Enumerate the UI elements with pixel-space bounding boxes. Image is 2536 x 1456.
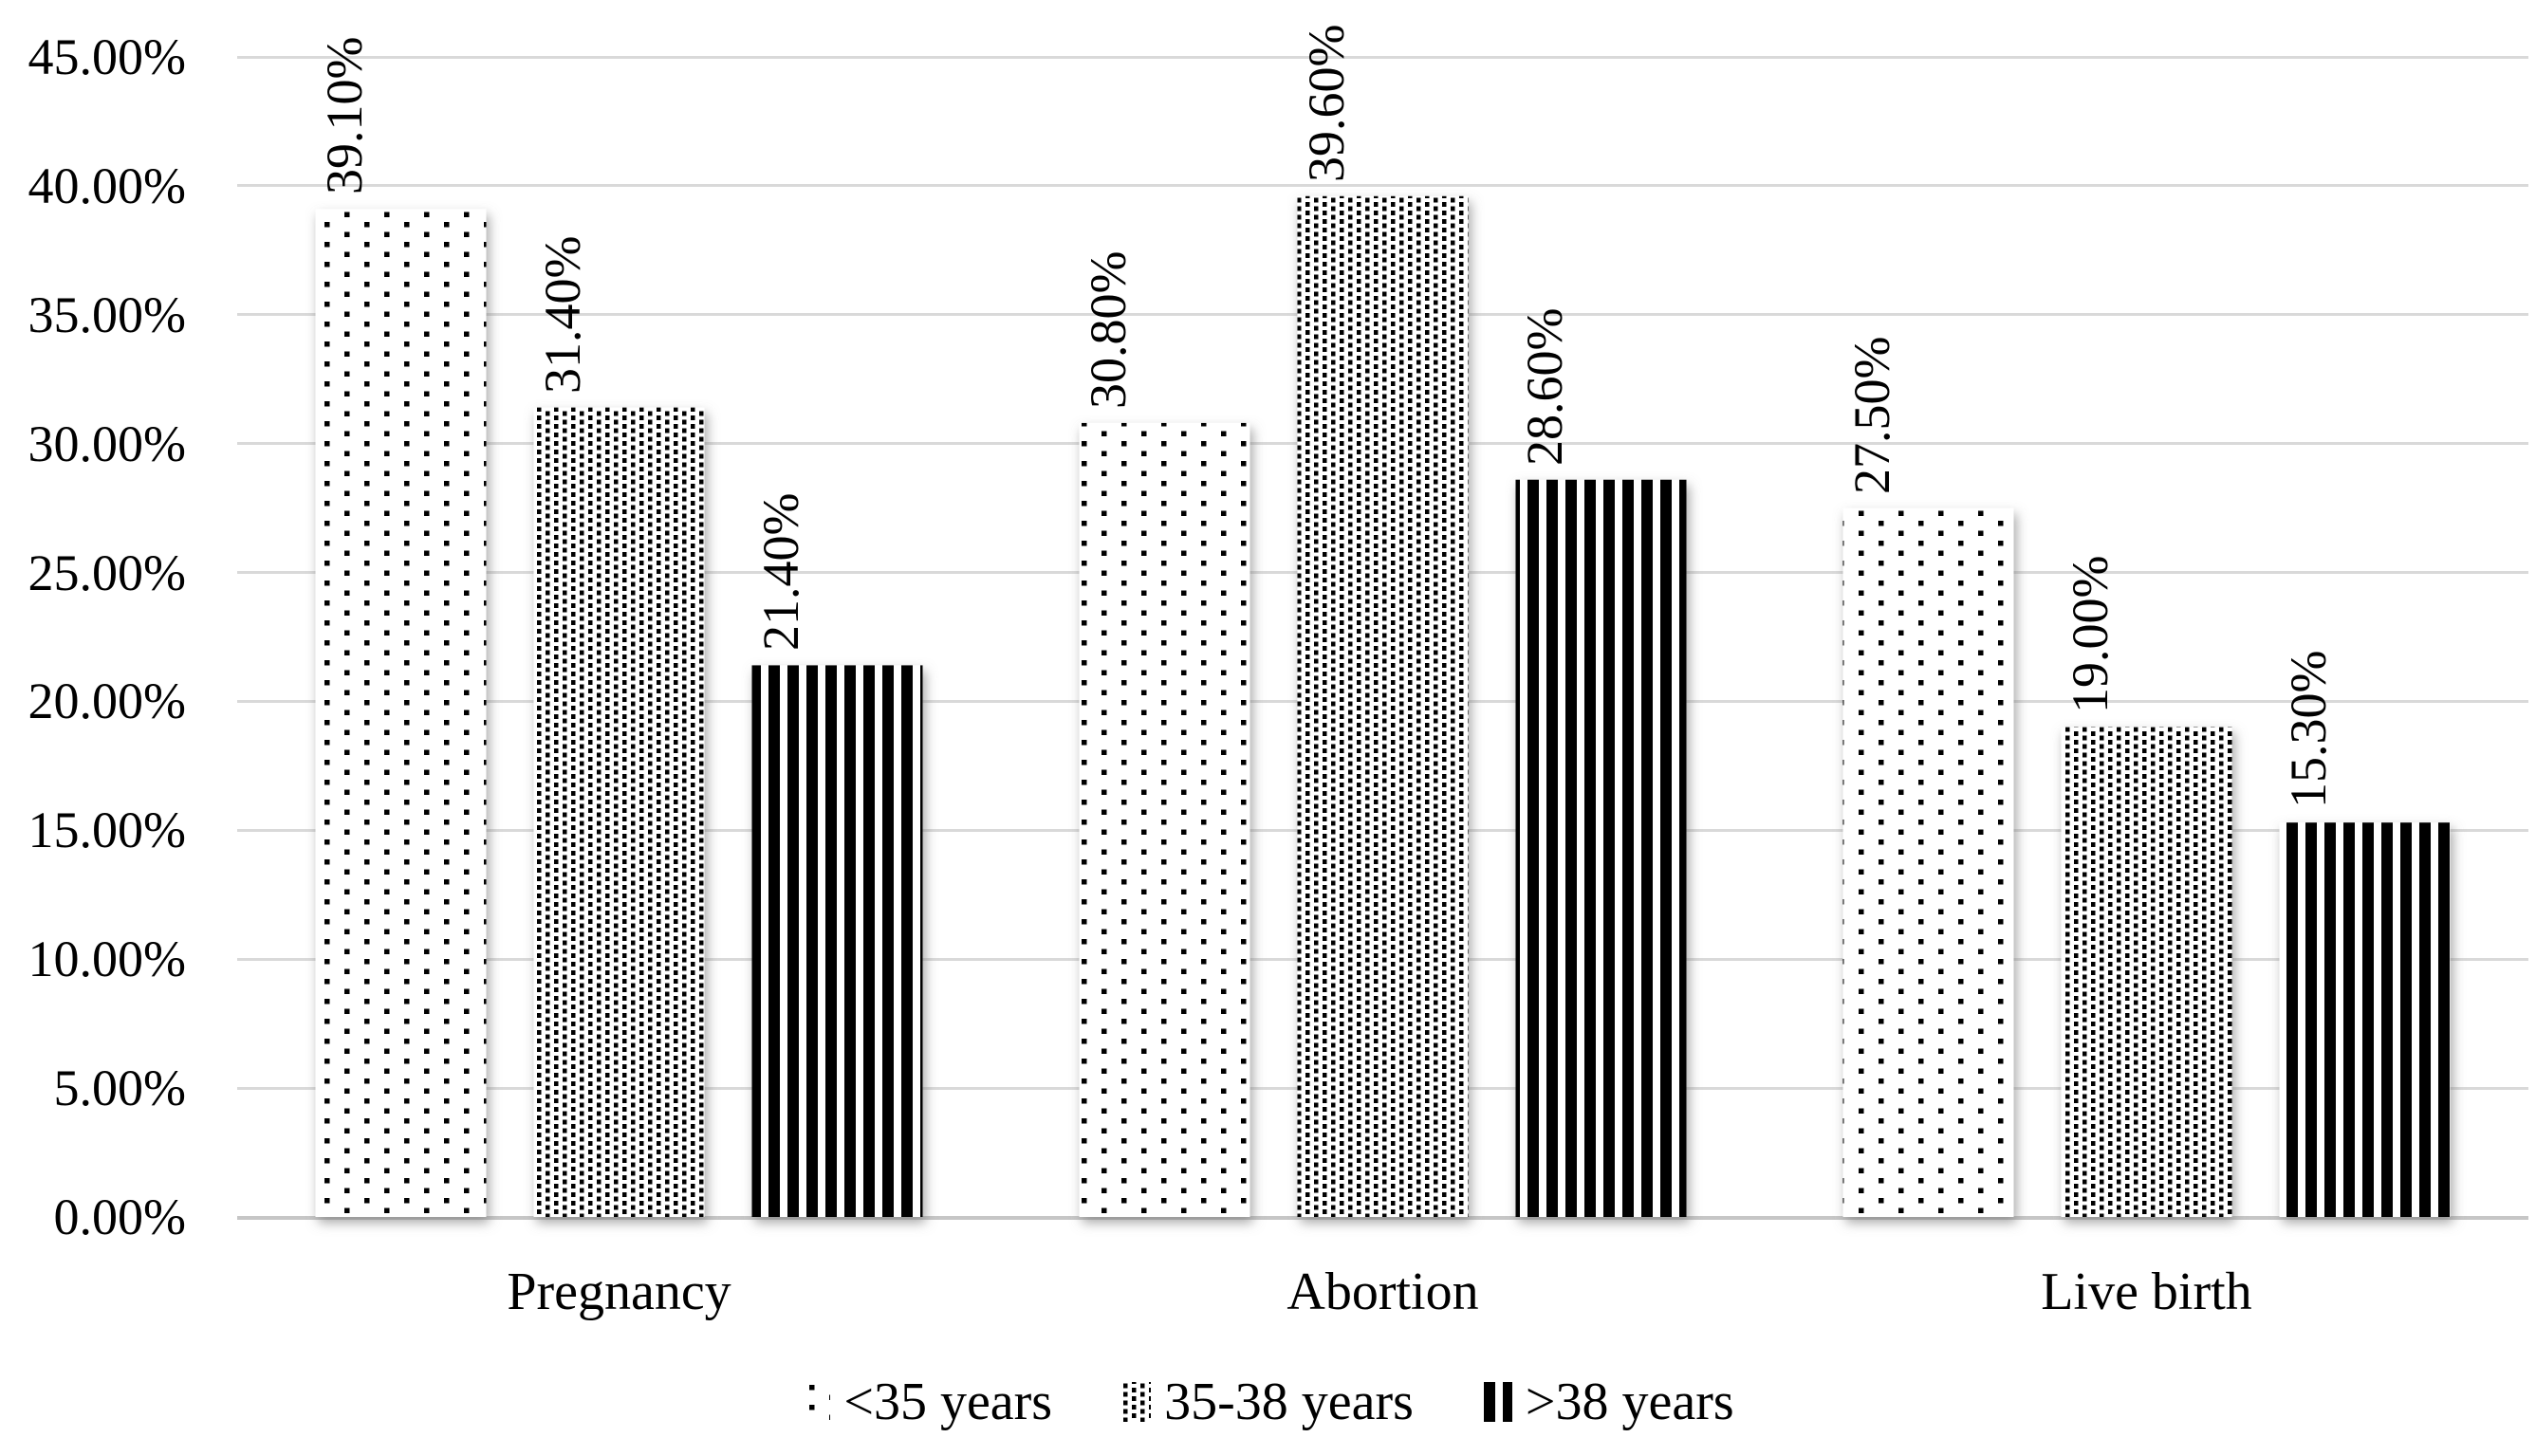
y-axis-tick-label: 5.00% [53, 1060, 186, 1117]
bar-value-label: 19.00% [2061, 555, 2119, 713]
gridline-0 [237, 1215, 2528, 1220]
x-axis-category-label: Pregnancy [507, 1262, 731, 1321]
bar-value-label: 39.60% [1297, 24, 1355, 182]
y-axis-tick-label: 15.00% [28, 802, 186, 859]
legend: <35 years 35-38 years >38 years [0, 1372, 2536, 1432]
y-axis-tick-label: 35.00% [28, 286, 186, 343]
y-axis-tick-label: 30.00% [28, 415, 186, 472]
bar-abortion-s0 [1079, 422, 1250, 1217]
gridline-45 [237, 55, 2528, 59]
bar-value-label: 27.50% [1842, 336, 1900, 494]
legend-item-2: >38 years [1483, 1372, 1734, 1432]
bar-pregnancy-s2 [751, 665, 923, 1217]
y-axis-tick-label: 45.00% [28, 28, 186, 85]
bar-live-birth-s2 [2279, 822, 2451, 1217]
bar-value-label: 31.40% [533, 235, 591, 394]
bar-value-label: 28.60% [1515, 307, 1573, 466]
x-axis-category-label: Abortion [1287, 1262, 1479, 1321]
bar-value-label: 30.80% [1079, 250, 1137, 409]
legend-item-0: <35 years [802, 1372, 1052, 1432]
bar-pregnancy-s0 [315, 209, 487, 1218]
bar-live-birth-s1 [2061, 727, 2232, 1217]
legend-swatch-dense-icon [1122, 1382, 1152, 1422]
legend-label: <35 years [843, 1373, 1053, 1431]
legend-label: >38 years [1525, 1373, 1734, 1431]
legend-swatch-stripes-icon [1483, 1382, 1512, 1422]
bar-value-label: 39.10% [315, 36, 373, 195]
y-axis-tick-label: 25.00% [28, 544, 186, 601]
y-axis-tick-label: 40.00% [28, 157, 186, 214]
y-axis-tick-label: 20.00% [28, 673, 186, 730]
bar-pregnancy-s1 [533, 407, 705, 1217]
y-axis-tick-label: 10.00% [28, 931, 186, 988]
legend-label: 35-38 years [1164, 1373, 1414, 1431]
legend-swatch-sparse-icon [802, 1382, 831, 1422]
bar-live-birth-s0 [1842, 507, 2014, 1217]
y-axis-tick-label: 0.00% [53, 1189, 186, 1245]
bar-abortion-s1 [1297, 195, 1469, 1217]
legend-item-1: 35-38 years [1122, 1372, 1414, 1432]
bar-value-label: 21.40% [751, 492, 809, 652]
bars-canvas [315, 195, 2451, 1218]
x-axis-category-label: Live birth [2041, 1262, 2252, 1321]
gridline-40 [237, 184, 2528, 188]
bar-abortion-s2 [1515, 479, 1687, 1217]
bar-value-label: 15.30% [2279, 650, 2337, 809]
